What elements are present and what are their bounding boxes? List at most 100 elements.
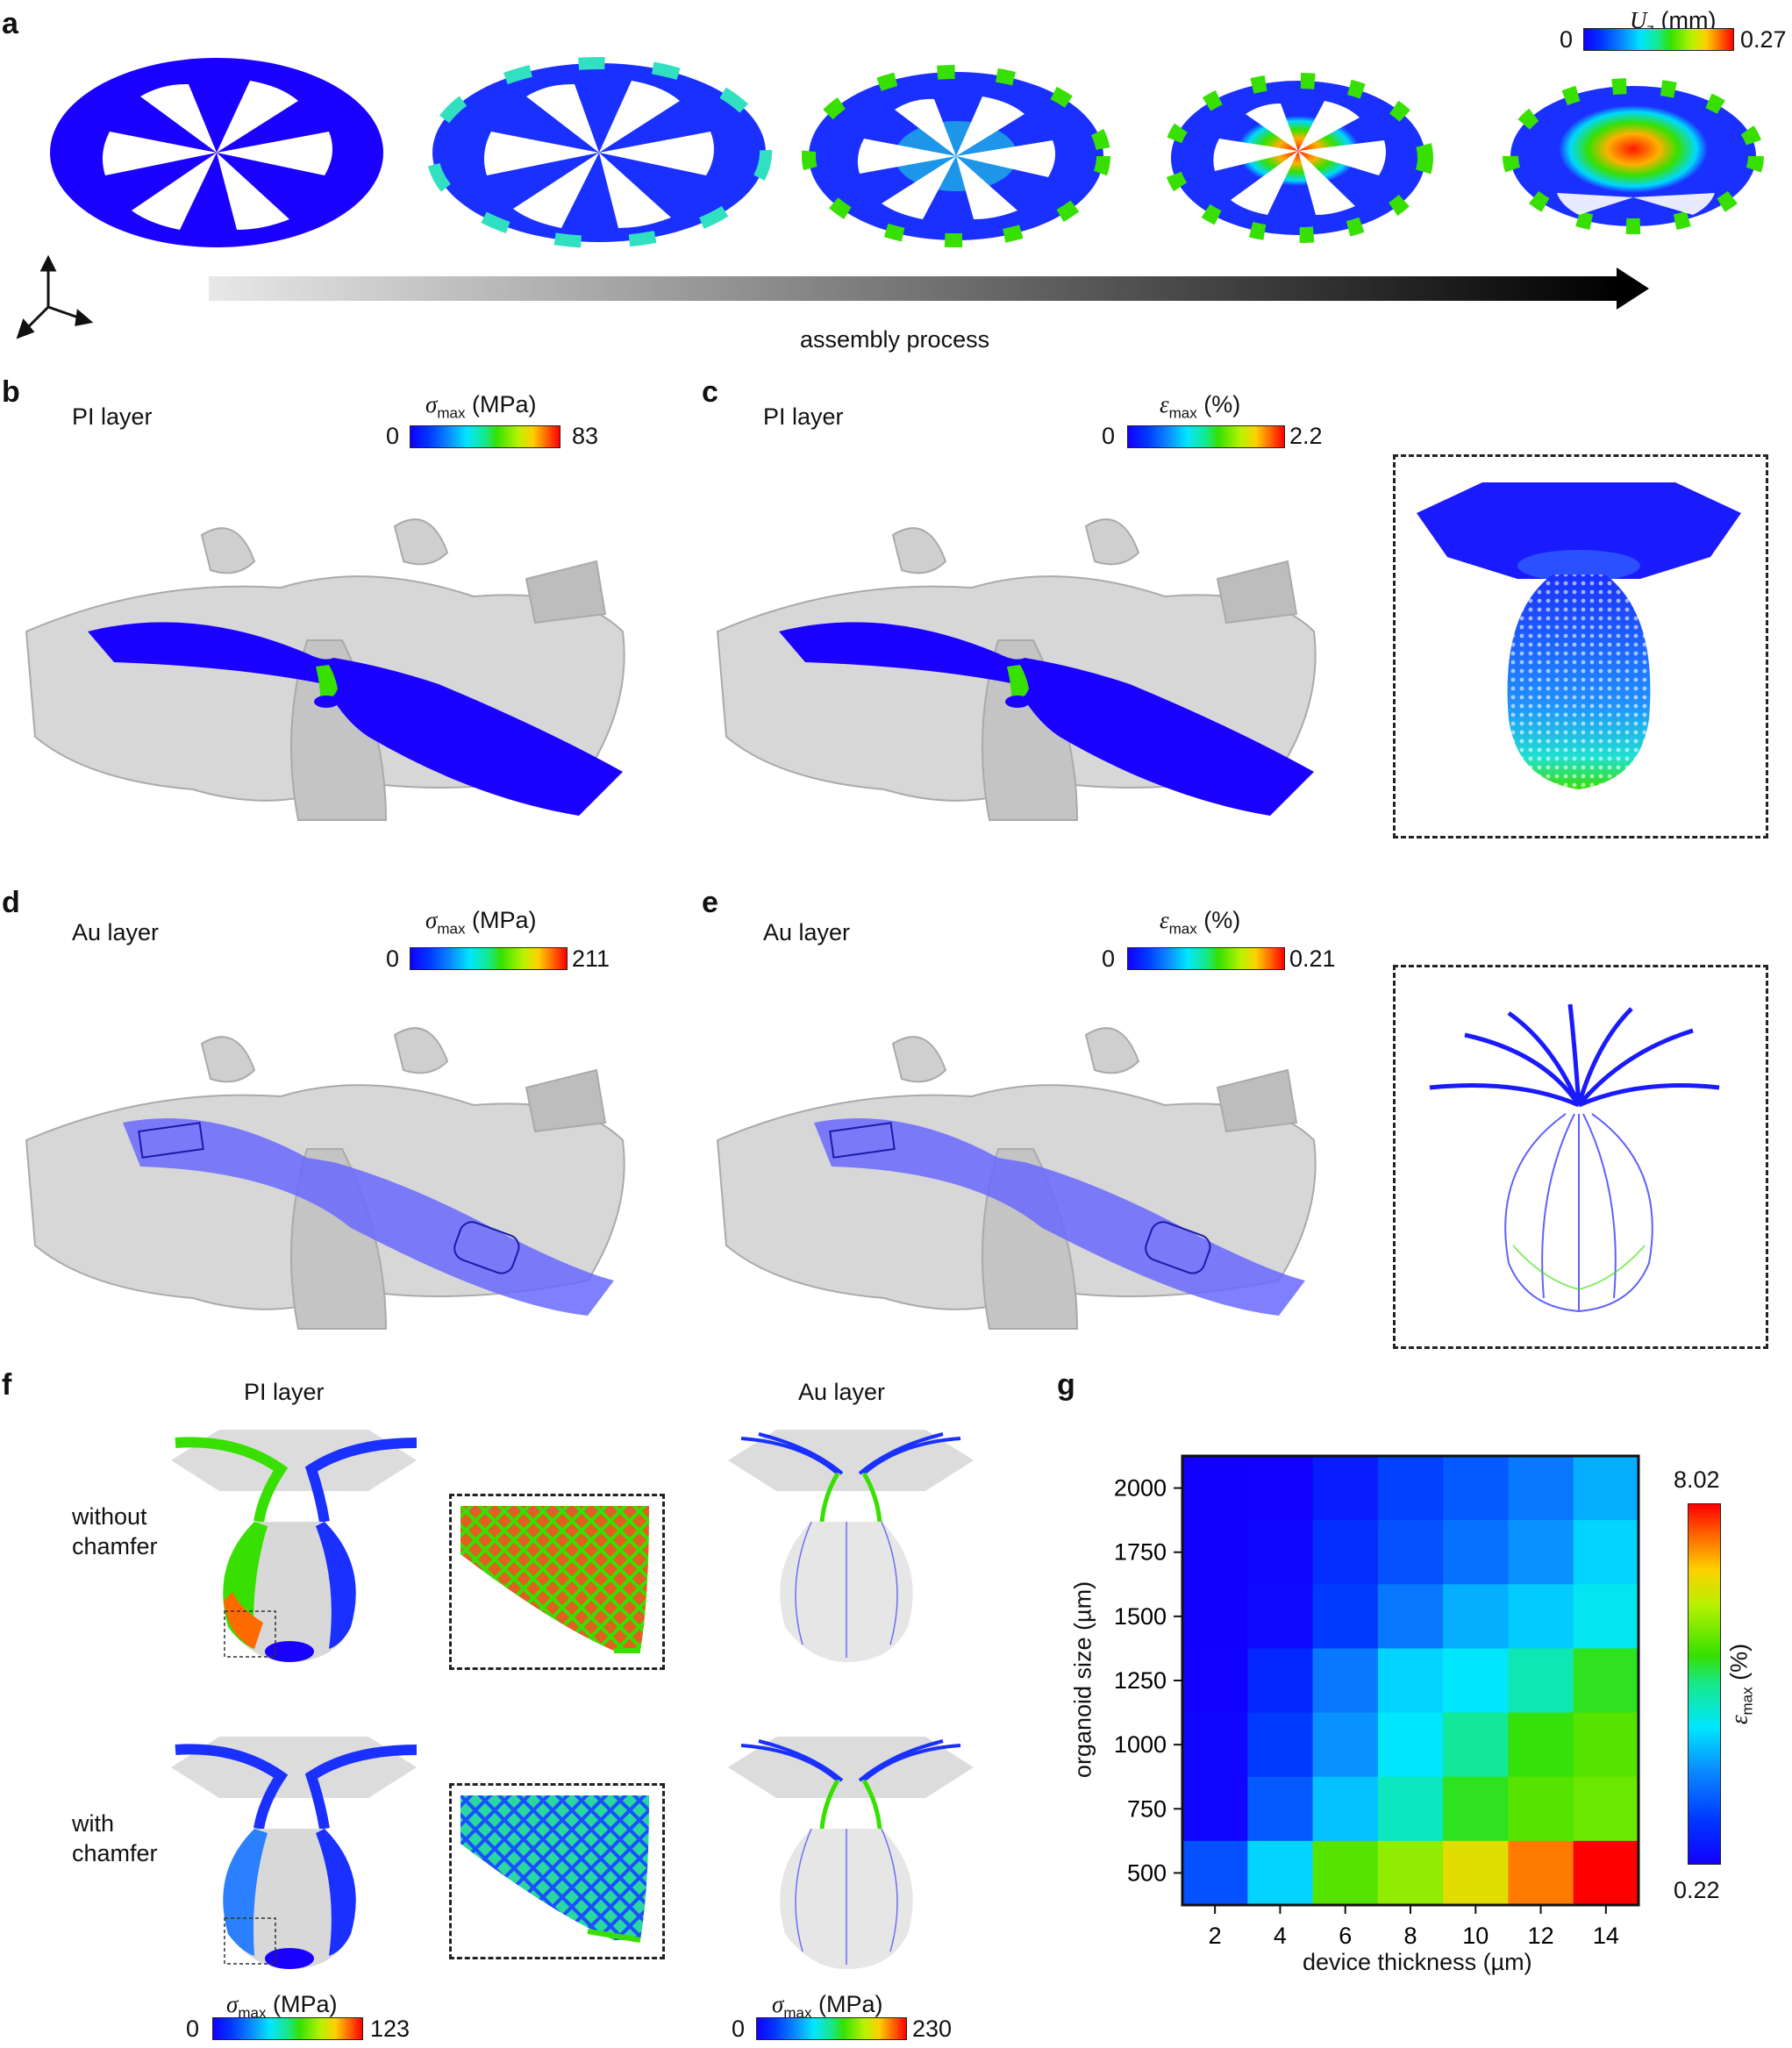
colorbar-f-right-sub: max (783, 2004, 812, 2022)
colorbar-e-title: εmax (%) (1160, 907, 1240, 938)
colorbar-f-left-symbol: σ (226, 1991, 239, 2017)
colorbar-f-left-sub: max (238, 2004, 267, 2022)
panel-b-structure (25, 518, 625, 821)
colorbar-b-sub: max (437, 404, 466, 422)
f-zoom-with-chamfer (449, 1783, 665, 1959)
heatmap-cell (1312, 1520, 1379, 1585)
heatmap-cell (1182, 1776, 1248, 1842)
disk-stage-5 (1503, 78, 1764, 234)
heatmap-colorbar-min: 0.22 (1674, 1877, 1720, 1903)
row-top-line1: without (72, 1503, 147, 1530)
heatmap-cell (1443, 1648, 1509, 1714)
y-tick-label: 500 (1127, 1859, 1167, 1886)
heatmap-cell (1573, 1584, 1639, 1649)
heatmap-colorbar-sub: max (1738, 1687, 1756, 1716)
f-au-bulb-with-chamfer (728, 1737, 974, 1969)
panel-d-layer: Au layer (72, 919, 160, 946)
heatmap-colorbar-unit: (%) (1725, 1643, 1753, 1681)
x-tick-label: 4 (1274, 1923, 1287, 1949)
heatmap-cell (1312, 1584, 1379, 1649)
heatmap-cell (1312, 1776, 1379, 1842)
colorbar-c-sub: max (1168, 404, 1197, 422)
f-zoom-without-drawing (460, 1506, 649, 1653)
colorbar-f-left-max: 123 (370, 2016, 411, 2042)
panel-f-row-bottom: with chamfer (72, 1809, 158, 1868)
colorbar-d-symbol: σ (425, 907, 438, 933)
panel-c-structure (716, 518, 1317, 821)
heatmap-cell (1573, 1840, 1639, 1906)
panel-label-d: d (2, 886, 20, 919)
panel-d-structure (25, 1027, 625, 1330)
x-tick-label: 2 (1209, 1923, 1222, 1949)
row-bottom-line2: chamfer (72, 1840, 158, 1866)
heatmap-cell (1573, 1648, 1639, 1714)
heatmap-cell (1247, 1456, 1314, 1521)
assembly-arrow (209, 268, 1649, 310)
colorbar-f-right-title: σmax (MPa) (772, 1991, 882, 2022)
panel-f-col-left: PI layer (244, 1379, 325, 1405)
colorbar-d-unit: (MPa) (471, 907, 537, 933)
inset-e-drawing (1429, 1003, 1720, 1312)
colorbar-f-right-unit: (MPa) (817, 1991, 883, 2017)
x-tick-label: 14 (1593, 1923, 1619, 1949)
colorbar-d-min: 0 (386, 946, 400, 972)
heatmap-cell (1312, 1456, 1379, 1521)
f-pi-bulb-with-chamfer (171, 1737, 418, 1969)
colorbar-f-right-symbol: σ (772, 1991, 784, 2017)
heatmap-cell (1312, 1840, 1379, 1906)
inset-c-organoid (1393, 454, 1768, 838)
heatmap-cell (1508, 1520, 1574, 1585)
heatmap-cell (1247, 1648, 1314, 1714)
heatmap-cell (1377, 1456, 1444, 1521)
disk-stage-1 (50, 58, 383, 247)
heatmap-cell (1247, 1584, 1314, 1649)
heatmap-xlabel: device thickness (µm) (1303, 1949, 1532, 1975)
heatmap-cell (1247, 1776, 1314, 1842)
heatmap-ylabel: organoid size (µm) (1069, 1581, 1096, 1779)
panel-label-a: a (2, 7, 18, 40)
heatmap-cell (1573, 1776, 1639, 1842)
panel-label-e: e (702, 886, 718, 919)
x-tick-label: 12 (1528, 1923, 1554, 1949)
y-tick-label: 750 (1127, 1795, 1167, 1822)
panel-label-g: g (1057, 1368, 1075, 1402)
y-tick-label: 2000 (1114, 1475, 1167, 1502)
colorbar-b-max: 83 (572, 423, 599, 449)
heatmap-cell (1443, 1712, 1509, 1778)
heatmap-cell (1573, 1520, 1639, 1585)
panel-label-b: b (2, 375, 20, 409)
inset-e-organoid (1393, 965, 1768, 1349)
heatmap-cell (1573, 1712, 1639, 1778)
heatmap-cell (1247, 1840, 1314, 1906)
colorbar-e-symbol: ε (1160, 907, 1169, 933)
heatmap-cell (1377, 1584, 1444, 1649)
colorbar-e-min: 0 (1102, 946, 1116, 972)
colorbar-a-min: 0 (1560, 26, 1574, 53)
heatmap-cell (1508, 1840, 1574, 1906)
colorbar-f-right-max: 230 (912, 2016, 953, 2042)
heatmap-cell (1443, 1520, 1509, 1585)
colorbar-c-unit: (%) (1203, 391, 1241, 417)
heatmap-cell (1182, 1648, 1248, 1714)
y-tick-label: 1500 (1114, 1603, 1167, 1630)
colorbar-f-left-unit: (MPa) (272, 1991, 338, 2017)
colorbar-b-symbol: σ (425, 391, 438, 417)
heatmap-cell (1443, 1776, 1509, 1842)
panel-f-col-right: Au layer (798, 1379, 886, 1405)
colorbar-a-symbol: U (1630, 7, 1647, 33)
heatmap-cell (1182, 1840, 1248, 1906)
assembly-process-label: assembly process (800, 326, 990, 353)
colorbar-d (410, 947, 568, 970)
colorbar-a (1583, 28, 1734, 51)
row-bottom-line1: with (72, 1810, 115, 1837)
heatmap-colorbar-max: 8.02 (1674, 1466, 1720, 1493)
colorbar-b-min: 0 (386, 423, 400, 449)
panel-b-layer: PI layer (72, 403, 153, 430)
heatmap-cell (1508, 1584, 1574, 1649)
colorbar-a-max: 0.27 (1740, 26, 1787, 53)
x-tick-label: 8 (1403, 1923, 1417, 1949)
f-zoom-without-chamfer (449, 1494, 665, 1670)
heatmap-cell (1443, 1584, 1509, 1649)
panel-label-f: f (2, 1368, 12, 1402)
